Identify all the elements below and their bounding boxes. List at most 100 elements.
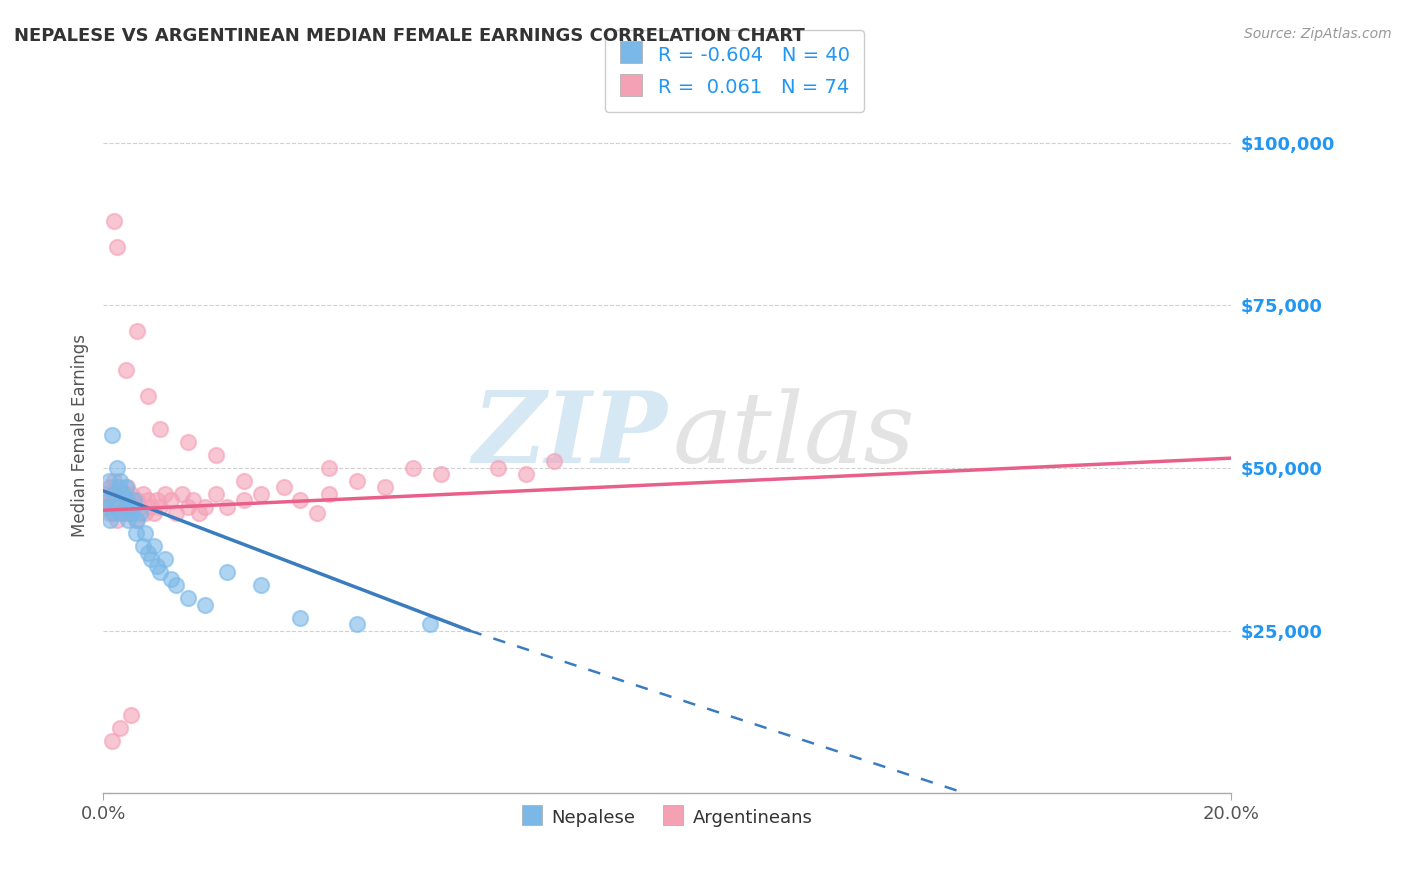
Point <box>273 480 295 494</box>
Point <box>134 507 156 521</box>
Point <box>105 240 128 254</box>
Point <box>176 434 198 449</box>
Point <box>114 500 136 514</box>
Point <box>165 578 187 592</box>
Point <box>114 480 136 494</box>
Point <box>111 487 134 501</box>
Point <box>97 493 120 508</box>
Point <box>125 493 148 508</box>
Point <box>117 507 139 521</box>
Point <box>136 389 159 403</box>
Point <box>115 493 138 508</box>
Point <box>110 487 132 501</box>
Point <box>97 493 120 508</box>
Point <box>98 480 121 494</box>
Point <box>110 507 132 521</box>
Point <box>136 545 159 559</box>
Point <box>120 487 142 501</box>
Text: atlas: atlas <box>672 388 915 483</box>
Point <box>165 507 187 521</box>
Point <box>250 487 273 501</box>
Point <box>108 474 131 488</box>
Point <box>103 213 125 227</box>
Point <box>111 500 134 514</box>
Point <box>142 507 165 521</box>
Point <box>104 500 127 514</box>
Text: Source: ZipAtlas.com: Source: ZipAtlas.com <box>1244 27 1392 41</box>
Point <box>98 513 121 527</box>
Legend: Nepalese, Argentineans: Nepalese, Argentineans <box>513 799 820 834</box>
Point <box>100 734 122 748</box>
Point <box>145 558 167 573</box>
Point <box>136 493 159 508</box>
Point <box>125 513 148 527</box>
Point <box>217 565 239 579</box>
Text: NEPALESE VS ARGENTINEAN MEDIAN FEMALE EARNINGS CORRELATION CHART: NEPALESE VS ARGENTINEAN MEDIAN FEMALE EA… <box>14 27 804 45</box>
Point <box>121 507 143 521</box>
Text: ZIP: ZIP <box>472 387 666 483</box>
Point <box>159 493 181 508</box>
Point <box>103 487 125 501</box>
Point <box>148 565 170 579</box>
Point <box>105 461 128 475</box>
Point <box>159 572 181 586</box>
Point <box>290 610 312 624</box>
Point <box>97 474 120 488</box>
Point <box>120 708 142 723</box>
Point <box>94 487 117 501</box>
Point <box>101 493 124 508</box>
Point <box>120 500 142 514</box>
Point <box>346 474 368 488</box>
Point <box>125 324 148 338</box>
Point <box>125 513 148 527</box>
Point <box>346 617 368 632</box>
Point <box>515 467 537 482</box>
Point <box>148 500 170 514</box>
Point <box>94 500 117 514</box>
Point <box>543 454 565 468</box>
Point <box>97 507 120 521</box>
Point <box>430 467 453 482</box>
Point <box>148 422 170 436</box>
Point <box>153 552 176 566</box>
Point <box>104 480 127 494</box>
Point <box>108 721 131 735</box>
Point <box>290 493 312 508</box>
Point <box>105 500 128 514</box>
Point <box>486 461 509 475</box>
Point <box>205 487 228 501</box>
Point <box>131 487 153 501</box>
Point <box>402 461 425 475</box>
Point <box>318 461 340 475</box>
Point <box>419 617 441 632</box>
Point <box>100 487 122 501</box>
Point <box>217 500 239 514</box>
Point <box>183 493 205 508</box>
Point <box>250 578 273 592</box>
Point <box>205 448 228 462</box>
Point <box>194 598 217 612</box>
Point <box>128 500 150 514</box>
Point <box>112 507 135 521</box>
Point <box>176 591 198 606</box>
Point <box>139 500 162 514</box>
Point <box>117 500 139 514</box>
Point <box>105 513 128 527</box>
Point <box>108 507 131 521</box>
Point <box>100 428 122 442</box>
Point <box>128 507 150 521</box>
Point <box>131 539 153 553</box>
Point <box>117 513 139 527</box>
Point <box>108 500 131 514</box>
Point <box>145 493 167 508</box>
Point <box>307 507 329 521</box>
Point <box>194 500 217 514</box>
Point <box>318 487 340 501</box>
Point <box>103 474 125 488</box>
Point <box>176 500 198 514</box>
Y-axis label: Median Female Earnings: Median Female Earnings <box>72 334 89 537</box>
Point <box>233 474 256 488</box>
Point <box>233 493 256 508</box>
Point <box>115 480 138 494</box>
Point <box>100 500 122 514</box>
